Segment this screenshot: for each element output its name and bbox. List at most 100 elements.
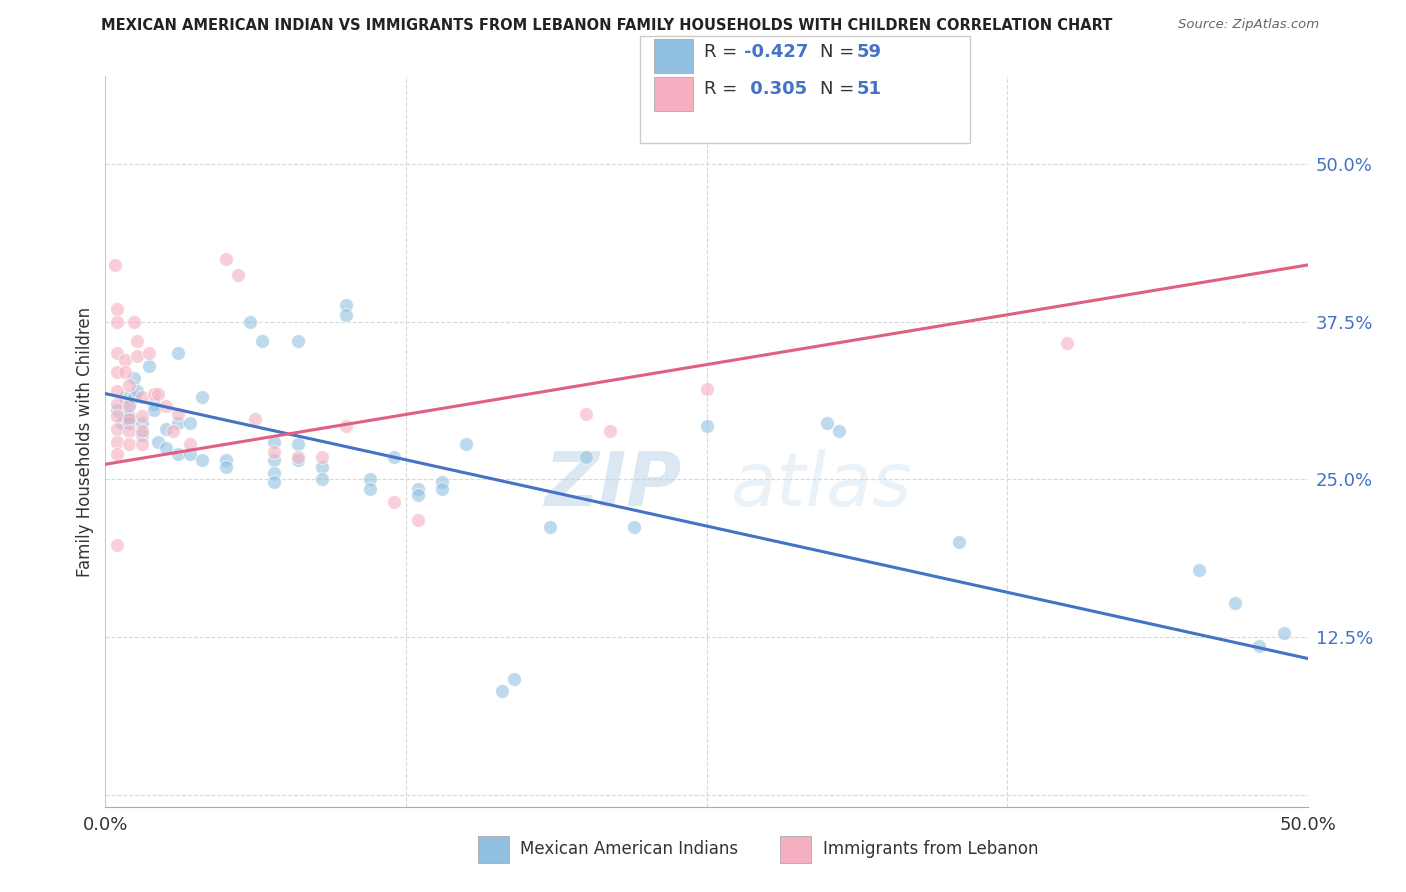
Point <box>107 403 129 417</box>
Text: R =: R = <box>704 43 744 61</box>
Point <box>162 425 184 439</box>
Point <box>179 447 201 461</box>
Point <box>359 483 381 497</box>
Point <box>118 409 141 424</box>
Point <box>111 416 134 430</box>
Text: atlas: atlas <box>731 450 912 522</box>
Point <box>335 419 357 434</box>
Text: MEXICAN AMERICAN INDIAN VS IMMIGRANTS FROM LEBANON FAMILY HOUSEHOLDS WITH CHILDR: MEXICAN AMERICAN INDIAN VS IMMIGRANTS FR… <box>101 18 1112 33</box>
Point <box>311 459 333 474</box>
Point <box>166 407 188 421</box>
Point <box>131 416 153 430</box>
Point <box>118 425 141 439</box>
Point <box>155 441 177 455</box>
Point <box>124 315 146 329</box>
Point <box>107 447 129 461</box>
Point <box>142 403 165 417</box>
Point <box>107 384 129 398</box>
Point <box>263 453 285 467</box>
Point <box>124 371 146 385</box>
Point <box>107 397 129 411</box>
Point <box>179 416 201 430</box>
Point <box>1249 639 1271 653</box>
Point <box>815 416 838 430</box>
Point <box>287 453 309 467</box>
Point <box>359 472 381 486</box>
Point <box>125 384 148 398</box>
Point <box>335 298 357 312</box>
Point <box>287 334 309 348</box>
Text: 0.305: 0.305 <box>744 80 807 98</box>
Point <box>107 346 129 360</box>
Point <box>382 495 405 509</box>
Point <box>148 434 170 449</box>
Point <box>166 416 188 430</box>
Point <box>263 466 285 480</box>
Point <box>155 399 177 413</box>
Point <box>118 377 141 392</box>
Point <box>107 409 129 424</box>
Point <box>131 428 153 442</box>
Point <box>311 450 333 464</box>
Text: N =: N = <box>820 43 859 61</box>
Point <box>142 397 165 411</box>
Point <box>406 513 429 527</box>
Point <box>107 365 129 379</box>
Point <box>107 302 129 317</box>
Point <box>118 397 141 411</box>
Point <box>575 407 598 421</box>
Point <box>1272 626 1295 640</box>
Point <box>124 391 146 405</box>
Text: 59: 59 <box>856 43 882 61</box>
Point <box>503 672 526 686</box>
Text: 51: 51 <box>856 80 882 98</box>
Point <box>214 453 236 467</box>
Point <box>599 425 621 439</box>
Y-axis label: Family Households with Children: Family Households with Children <box>76 307 94 576</box>
Point <box>125 349 148 363</box>
Point <box>166 346 188 360</box>
Point <box>250 334 273 348</box>
Point <box>239 315 262 329</box>
Point <box>118 437 141 451</box>
Point <box>214 459 236 474</box>
Point <box>406 483 429 497</box>
Point <box>696 419 718 434</box>
Point <box>155 422 177 436</box>
Point <box>118 416 141 430</box>
Text: R =: R = <box>704 80 744 98</box>
Point <box>125 334 148 348</box>
Point <box>131 391 153 405</box>
Point <box>166 447 188 461</box>
Point <box>138 346 160 360</box>
Point <box>623 520 645 534</box>
Point <box>243 412 266 426</box>
Point <box>131 437 153 451</box>
Point <box>118 399 141 413</box>
Text: Source: ZipAtlas.com: Source: ZipAtlas.com <box>1178 18 1319 31</box>
Point <box>263 475 285 489</box>
Point <box>1225 596 1247 610</box>
Text: Mexican American Indians: Mexican American Indians <box>520 840 738 858</box>
Point <box>179 437 201 451</box>
Point <box>287 450 309 464</box>
Point <box>190 391 212 405</box>
Point <box>430 483 453 497</box>
Point <box>1056 336 1078 351</box>
Point <box>538 520 561 534</box>
Point <box>948 535 970 549</box>
Point <box>491 684 513 698</box>
Point <box>287 437 309 451</box>
Point <box>406 487 429 501</box>
Point <box>382 450 405 464</box>
Point <box>107 538 129 552</box>
Point <box>104 258 127 272</box>
Point <box>575 450 598 464</box>
Point <box>311 472 333 486</box>
Point <box>335 309 357 323</box>
Point <box>214 252 236 266</box>
Point <box>131 425 153 439</box>
Point <box>115 409 138 424</box>
Point <box>190 453 212 467</box>
Text: Immigrants from Lebanon: Immigrants from Lebanon <box>823 840 1038 858</box>
